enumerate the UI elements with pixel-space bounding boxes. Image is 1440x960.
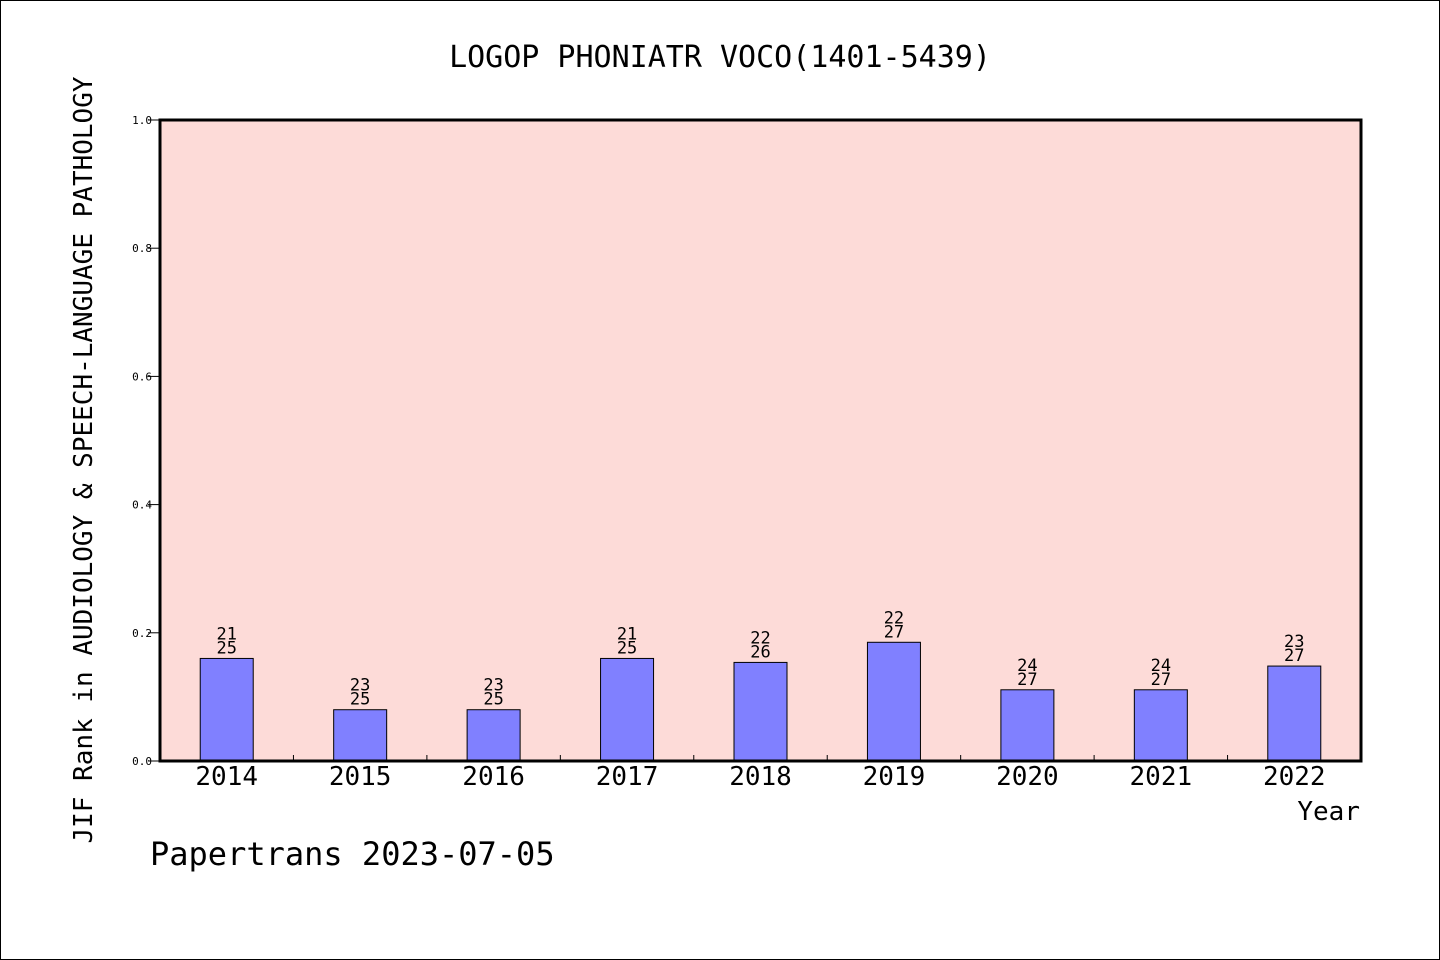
bar-label-total: 26 [750,642,770,662]
x-tick-label: 2020 [996,762,1059,792]
bar [1133,689,1188,762]
bar-label-total: 25 [617,638,637,658]
bar-label-rank: 23 [350,676,370,696]
bar-label-rank: 23 [483,676,503,696]
bar-label-rank: 24 [1151,656,1171,676]
bar [466,709,521,762]
bar-label-rank: 22 [884,608,904,628]
x-tick-label: 2018 [729,762,792,792]
bar [1267,665,1322,762]
bars [199,641,1322,762]
plot-background [160,120,1361,761]
x-axis-title: Year [1297,797,1360,827]
x-tick-label: 2017 [596,762,659,792]
y-tick-label: 0.6 [132,370,152,383]
bar-label-rank: 21 [617,624,637,644]
bar-label-total: 27 [1284,646,1304,666]
bar [733,661,788,762]
y-axis-title: JIF Rank in AUDIOLOGY & SPEECH-LANGUAGE … [69,76,99,843]
bar-label-rank: 22 [750,628,770,648]
x-axis-labels: 2014 2015 2016 2017 2018 2019 2020 2021 2022 [195,762,1325,792]
bar-label-rank: 23 [1284,632,1304,652]
x-tick-label: 2015 [329,762,392,792]
x-tick-label: 2021 [1130,762,1193,792]
bar-label-total: 27 [884,622,904,642]
x-tick-label: 2016 [462,762,525,792]
footer-credit: Papertrans 2023-07-05 [150,835,555,873]
plot-frame [158,118,1363,763]
y-tick-label: 1.0 [132,114,152,127]
bar-label-rank: 21 [216,624,236,644]
y-tick-label: 0.8 [132,242,152,255]
bar-label-rank: 24 [1017,656,1037,676]
bar-label-total: 27 [1151,670,1171,690]
y-tick-label: 0.2 [132,627,152,640]
x-tick-label: 2022 [1263,762,1326,792]
bar-label-total: 25 [483,690,503,710]
y-axis: 0.0 0.2 0.4 0.6 0.8 1.0 [132,114,160,768]
bar [866,641,921,762]
chart-title: LOGOP PHONIATR VOCO(1401-5439) [449,40,991,75]
bar [199,657,254,762]
bar [1000,689,1055,762]
y-tick-label: 0.0 [132,755,152,768]
x-tick-label: 2014 [195,762,258,792]
bar-label-total: 25 [216,638,236,658]
bar [600,657,655,762]
y-tick-label: 0.4 [132,499,152,512]
x-tick-label: 2019 [863,762,926,792]
bar-label-total: 25 [350,690,370,710]
bar [333,709,388,762]
bar-label-total: 27 [1017,670,1037,690]
